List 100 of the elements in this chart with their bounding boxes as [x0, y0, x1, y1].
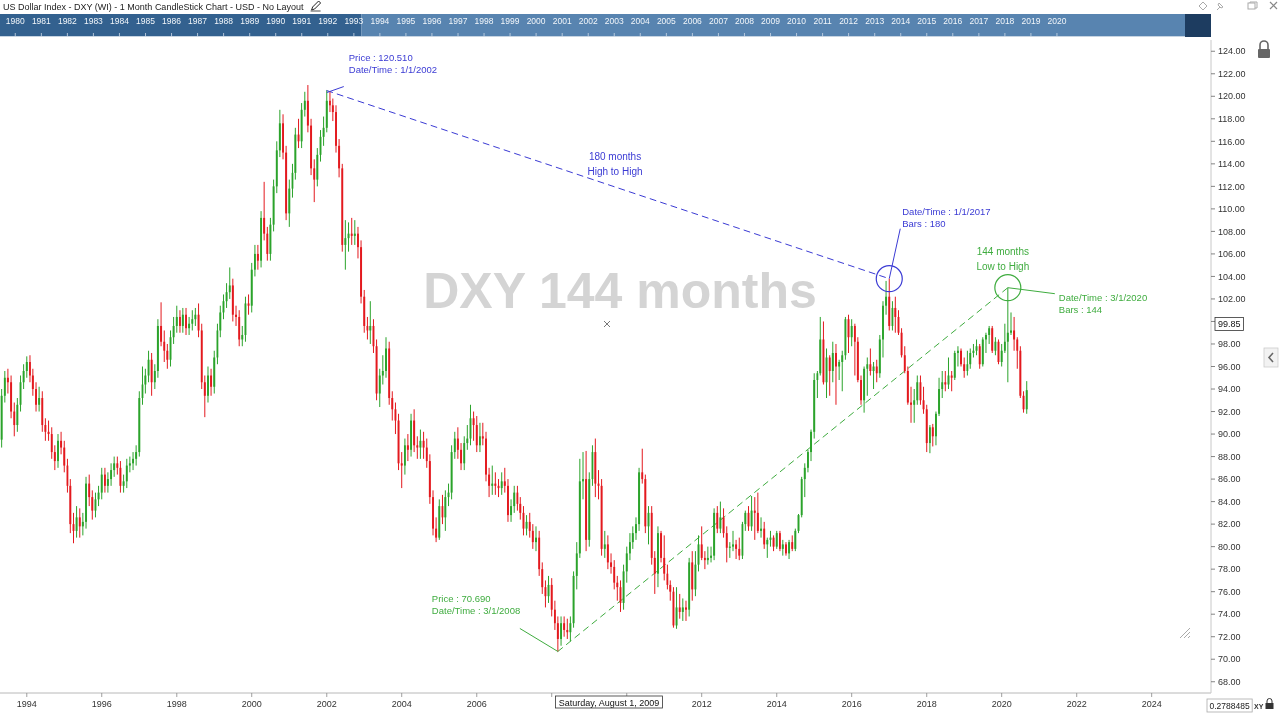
- candlestick: [994, 336, 997, 356]
- y-tick-label: 104.00: [1218, 271, 1246, 282]
- candlestick: [207, 366, 209, 404]
- annotation: Date/Time : 3/1/2020 Bars : 144: [1058, 291, 1148, 315]
- x-tick-label: 2024: [1141, 699, 1162, 709]
- candlestick: [125, 458, 128, 489]
- x-tick-label: 2000: [241, 699, 262, 709]
- candlestick: [566, 618, 569, 640]
- candlestick: [147, 350, 150, 383]
- candlestick: [491, 465, 494, 496]
- candlestick: [716, 505, 719, 534]
- candlestick: [238, 309, 241, 347]
- x2-tick-label: 2002: [578, 16, 598, 26]
- y-tick-label: 118.00: [1218, 114, 1245, 125]
- y-tick-label: 110.00: [1218, 204, 1245, 215]
- candlestick: [547, 575, 550, 604]
- candlestick: [85, 476, 88, 530]
- y-tick-label: 78.00: [1218, 564, 1241, 575]
- candlestick: [603, 530, 606, 559]
- y-tick-label: 92.00: [1218, 406, 1241, 417]
- candlestick: [763, 521, 766, 550]
- candlestick: [78, 507, 81, 539]
- x2-tick-label: 2012: [839, 16, 859, 26]
- x2-tick-label: 2000: [526, 16, 546, 26]
- candlestick: [678, 593, 681, 620]
- y-tick-label: 102.00: [1218, 294, 1246, 305]
- candlestick: [850, 318, 853, 347]
- x-tick-label: 1994: [16, 699, 37, 709]
- x2-tick-label: 1996: [422, 16, 442, 26]
- candlestick: [834, 343, 837, 406]
- y-tick-label: 120.00: [1218, 91, 1246, 102]
- candlestick: [735, 539, 738, 560]
- candlestick: [185, 307, 187, 336]
- x-tick-label: 1998: [166, 699, 187, 709]
- candlestick: [779, 530, 781, 552]
- candlestick: [894, 296, 897, 334]
- annotation: 180 months High to High: [587, 150, 643, 177]
- y-tick-label: 88.00: [1218, 451, 1241, 462]
- x2-tick-label: 2016: [943, 16, 963, 26]
- candlestick: [732, 530, 734, 552]
- candlestick: [760, 516, 763, 539]
- x2-tick-label: 1986: [162, 16, 182, 26]
- y-tick-label: 84.00: [1218, 496, 1241, 507]
- x2-tick-label: 1980: [5, 16, 25, 26]
- x2-tick-label: 1989: [240, 16, 260, 26]
- candlestick: [500, 471, 503, 496]
- x2-tick-label: 2008: [734, 16, 755, 26]
- candlestick: [479, 422, 481, 453]
- candlestick: [785, 541, 787, 557]
- candlestick: [991, 325, 994, 354]
- x2-tick-label: 2013: [865, 16, 885, 26]
- y-tick-label: 76.00: [1218, 586, 1241, 597]
- candlestick: [507, 478, 509, 523]
- candlestick: [531, 523, 534, 550]
- x2-tick-label: 2014: [891, 16, 911, 26]
- candlestick: [104, 467, 106, 494]
- x-tick-label: 2006: [466, 699, 487, 709]
- x2-tick-label: 2004: [630, 16, 650, 26]
- candlestick: [950, 370, 953, 392]
- candlestick: [675, 586, 678, 630]
- x2-tick-label: 1992: [318, 16, 338, 26]
- candlestick: [794, 528, 797, 552]
- x2-tick-label: 1984: [109, 16, 130, 26]
- y-tick-label: 72.00: [1218, 631, 1241, 642]
- x2-tick-label: 2006: [682, 16, 703, 26]
- candlestick: [944, 370, 947, 392]
- x-tick-label: 2018: [916, 699, 937, 709]
- x2-tick-label: 2011: [813, 16, 832, 26]
- y-tick-label: 94.00: [1218, 384, 1241, 395]
- candlestick: [463, 435, 466, 471]
- candlestick: [828, 354, 831, 397]
- candlestick: [719, 501, 722, 534]
- x2-tick-label: 2009: [761, 16, 781, 26]
- x2-tick-label: 2010: [787, 16, 807, 26]
- y-tick-label: 80.00: [1218, 541, 1241, 552]
- candlestick: [831, 341, 834, 383]
- y-tick-label: 112.00: [1218, 181, 1245, 192]
- y-tick-label: 82.00: [1218, 519, 1241, 530]
- candlestick: [1025, 380, 1028, 415]
- x2-tick-label: 1988: [214, 16, 234, 26]
- candlestick: [38, 386, 41, 413]
- candlestick: [100, 467, 103, 500]
- x2-tick-label: 2001: [552, 16, 572, 26]
- x2-tick-label: 2003: [604, 16, 624, 26]
- y-tick-label: 96.00: [1218, 361, 1241, 372]
- annotation: Date/Time : 1/1/2017 Bars : 180: [902, 205, 991, 229]
- candlestick: [494, 471, 497, 496]
- candlestick: [444, 489, 447, 532]
- candlestick: [403, 438, 406, 476]
- x2-tick-label: 1985: [136, 16, 156, 26]
- candlestick: [160, 301, 163, 347]
- candlestick: [738, 537, 741, 561]
- x2-tick-label: 1987: [188, 16, 208, 26]
- y-tick-label: 106.00: [1218, 249, 1246, 260]
- candlestick: [978, 343, 981, 370]
- candlestick: [788, 539, 791, 560]
- candlestick: [150, 352, 153, 397]
- candlestick: [25, 355, 28, 379]
- candlestick: [1022, 390, 1025, 414]
- candlestick: [88, 474, 91, 507]
